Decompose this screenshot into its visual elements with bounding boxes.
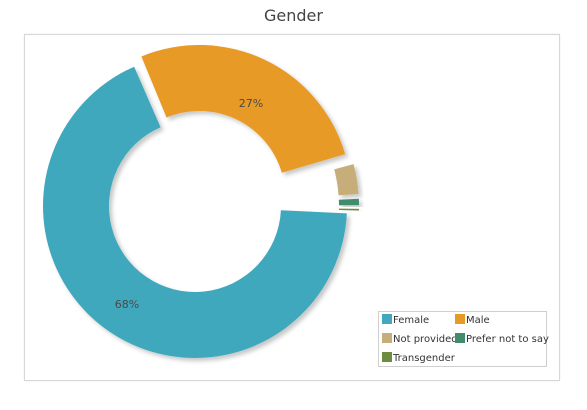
legend-swatch	[382, 352, 392, 362]
data-label-male: 27%	[239, 97, 263, 110]
data-label-female: 68%	[115, 298, 139, 311]
slice-transgender	[338, 208, 359, 211]
slice-male	[141, 44, 346, 173]
legend-swatch	[382, 314, 392, 324]
legend-swatch	[382, 333, 392, 343]
chart-title: Gender	[264, 6, 323, 25]
legend-item-transgender: Transgender	[382, 352, 455, 366]
legend-label: Prefer not to say	[466, 334, 549, 345]
legend-swatch	[455, 314, 465, 324]
legend-item-not-provided: Not provided	[382, 333, 458, 347]
legend-item-prefer-not-to-say: Prefer not to say	[455, 333, 549, 347]
legend-label: Female	[393, 315, 430, 326]
legend-swatch	[455, 333, 465, 343]
legend-label: Not provided	[393, 334, 458, 345]
legend-label: Transgender	[393, 353, 455, 364]
slice-female	[42, 66, 347, 359]
legend-label: Male	[466, 315, 490, 326]
slice-not-provided	[334, 164, 359, 196]
slice-prefer-not-to-say	[338, 198, 359, 206]
legend: Female Male Not provided Prefer not to say T…	[378, 311, 549, 367]
legend-item-male: Male	[455, 314, 490, 328]
legend-item-female: Female	[382, 314, 429, 328]
